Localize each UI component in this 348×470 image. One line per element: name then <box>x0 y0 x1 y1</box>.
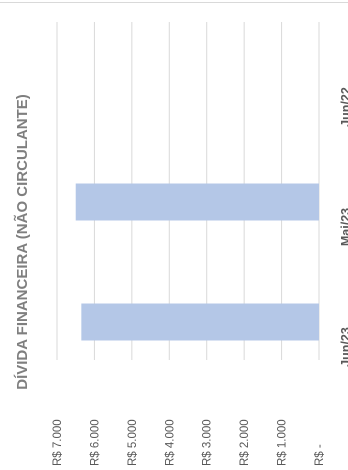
value-tick-label: R$ 1.000 <box>277 419 289 466</box>
category-label: Jun/23 <box>339 327 348 367</box>
value-tick-label: R$ 7.000 <box>52 419 64 466</box>
bar <box>81 303 319 341</box>
chart-top-border <box>0 2 348 3</box>
value-tick-label: R$ 4.000 <box>164 419 176 466</box>
value-tick-label: R$ 6.000 <box>89 419 101 466</box>
value-tick-label: R$ - <box>314 444 326 466</box>
category-label: Mai/23 <box>339 208 348 246</box>
category-label: Jun/22 <box>339 87 348 127</box>
value-tick-label: R$ 2.000 <box>239 419 251 466</box>
value-tick-label: R$ 3.000 <box>202 419 214 466</box>
value-tick-label: R$ 5.000 <box>127 419 139 466</box>
category-labels: Jun/22 Mai/23 Jun/23 <box>339 87 348 367</box>
bars <box>75 183 319 341</box>
value-axis-ticks: R$ - R$ 1.000 R$ 2.000 R$ 3.000 R$ 4.000 R$ 5… <box>52 419 326 466</box>
chart-title: DÍVIDA FINANCEIRA (NÃO CIRCULANTE) <box>13 94 31 390</box>
bar <box>75 183 319 221</box>
